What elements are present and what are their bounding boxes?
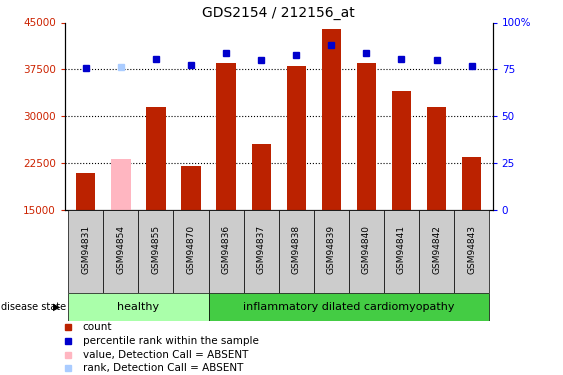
Bar <box>287 66 306 210</box>
Text: inflammatory dilated cardiomyopathy: inflammatory dilated cardiomyopathy <box>243 302 454 312</box>
Bar <box>76 172 96 210</box>
FancyBboxPatch shape <box>279 210 314 292</box>
FancyBboxPatch shape <box>419 210 454 292</box>
FancyBboxPatch shape <box>104 210 138 292</box>
Text: ▶: ▶ <box>53 302 61 312</box>
Text: GSM94841: GSM94841 <box>397 225 406 274</box>
Text: GSM94842: GSM94842 <box>432 225 441 274</box>
Bar <box>321 29 341 210</box>
Bar <box>146 107 166 210</box>
Text: GSM94839: GSM94839 <box>327 225 336 274</box>
Text: GSM94870: GSM94870 <box>186 225 195 274</box>
Text: GSM94855: GSM94855 <box>151 225 160 274</box>
Text: GSM94838: GSM94838 <box>292 225 301 274</box>
Bar <box>111 159 131 210</box>
Text: rank, Detection Call = ABSENT: rank, Detection Call = ABSENT <box>83 363 243 373</box>
Bar <box>357 63 376 210</box>
Text: GSM94843: GSM94843 <box>467 225 476 274</box>
Bar <box>427 107 446 210</box>
Title: GDS2154 / 212156_at: GDS2154 / 212156_at <box>202 6 355 20</box>
FancyBboxPatch shape <box>208 210 244 292</box>
FancyBboxPatch shape <box>314 210 349 292</box>
FancyBboxPatch shape <box>208 292 489 321</box>
Text: GSM94854: GSM94854 <box>117 225 126 274</box>
Text: GSM94831: GSM94831 <box>81 225 90 274</box>
FancyBboxPatch shape <box>173 210 208 292</box>
FancyBboxPatch shape <box>138 210 173 292</box>
FancyBboxPatch shape <box>384 210 419 292</box>
FancyBboxPatch shape <box>244 210 279 292</box>
Text: GSM94837: GSM94837 <box>257 225 266 274</box>
Text: healthy: healthy <box>117 302 159 312</box>
Text: GSM94840: GSM94840 <box>362 225 371 274</box>
FancyBboxPatch shape <box>68 210 104 292</box>
Bar <box>216 63 236 210</box>
FancyBboxPatch shape <box>349 210 384 292</box>
FancyBboxPatch shape <box>68 292 208 321</box>
Text: GSM94836: GSM94836 <box>222 225 231 274</box>
Text: count: count <box>83 322 112 332</box>
Bar <box>462 157 481 210</box>
FancyBboxPatch shape <box>454 210 489 292</box>
Text: value, Detection Call = ABSENT: value, Detection Call = ABSENT <box>83 350 248 360</box>
Bar <box>252 144 271 210</box>
Text: disease state: disease state <box>1 302 66 312</box>
Bar <box>181 166 200 210</box>
Text: percentile rank within the sample: percentile rank within the sample <box>83 336 258 346</box>
Bar <box>392 91 411 210</box>
